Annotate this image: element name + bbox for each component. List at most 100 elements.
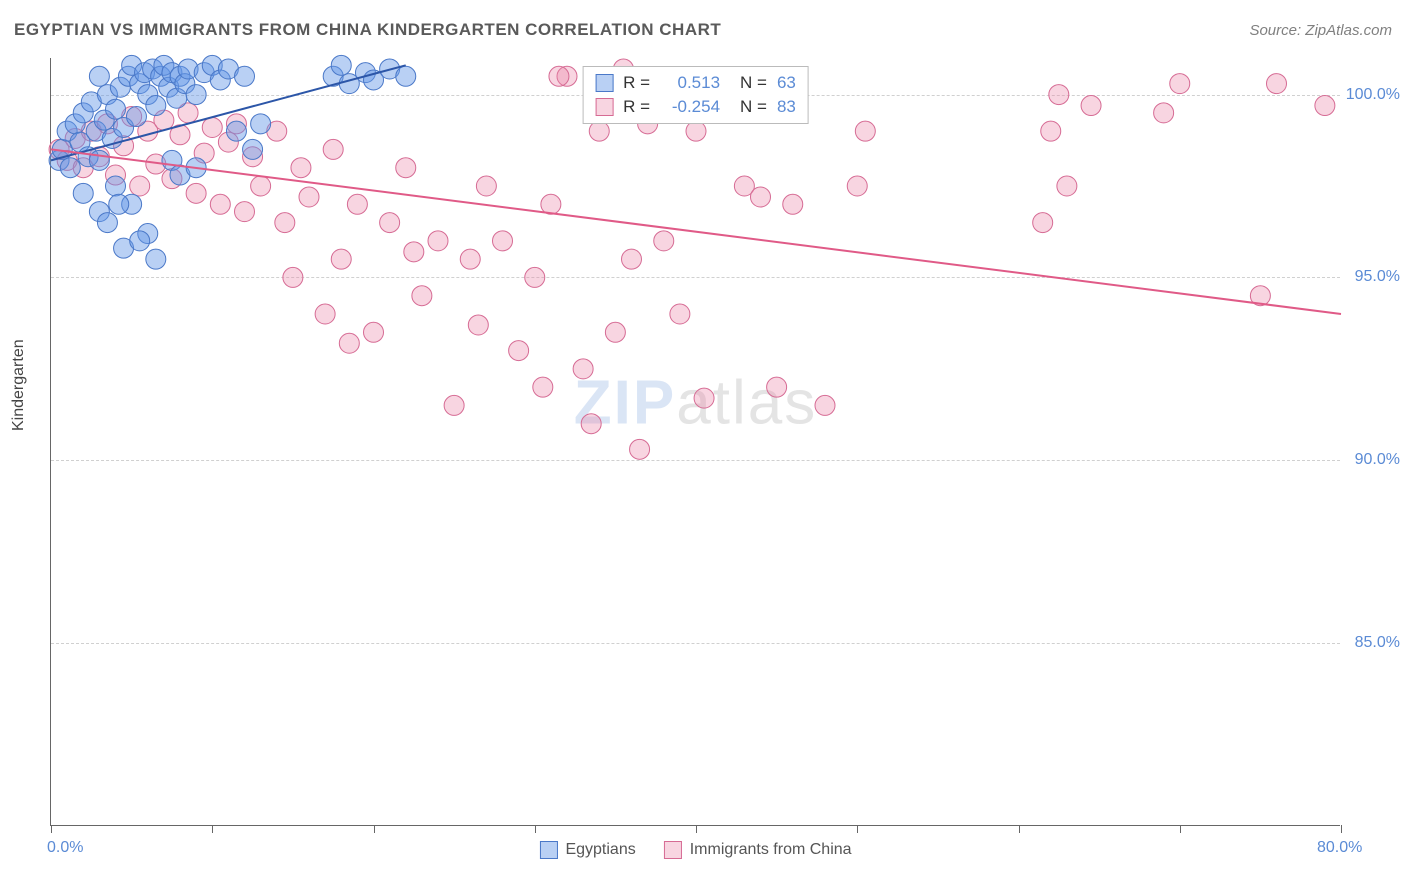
data-point xyxy=(291,158,311,178)
data-point xyxy=(60,158,80,178)
data-point xyxy=(1081,96,1101,116)
series-swatch xyxy=(595,74,613,92)
data-point xyxy=(767,377,787,397)
data-point xyxy=(235,202,255,222)
stats-row: R = 0.513 N = 63 xyxy=(595,71,796,95)
r-label: R = xyxy=(623,73,650,93)
data-point xyxy=(126,107,146,127)
data-point xyxy=(1170,74,1190,94)
data-point xyxy=(396,158,416,178)
data-point xyxy=(331,249,351,269)
data-point xyxy=(339,333,359,353)
data-point xyxy=(541,194,561,214)
r-label: R = xyxy=(623,97,650,117)
data-point xyxy=(146,249,166,269)
x-tick xyxy=(1341,825,1342,833)
legend-swatch xyxy=(664,841,682,859)
data-point xyxy=(186,183,206,203)
data-point xyxy=(89,66,109,86)
correlation-stats-box: R =0.513N =63R =-0.254N =83 xyxy=(582,66,809,124)
n-label: N = xyxy=(740,97,767,117)
legend-swatch xyxy=(539,841,557,859)
data-point xyxy=(460,249,480,269)
data-point xyxy=(444,395,464,415)
y-axis-label: 90.0% xyxy=(1355,451,1400,469)
x-tick xyxy=(857,825,858,833)
trend-line xyxy=(51,149,1341,314)
x-tick xyxy=(212,825,213,833)
x-tick xyxy=(374,825,375,833)
data-point xyxy=(815,395,835,415)
n-value: 63 xyxy=(777,73,796,93)
data-point xyxy=(109,194,129,214)
data-point xyxy=(1033,213,1053,233)
data-point xyxy=(694,388,714,408)
x-tick xyxy=(1180,825,1181,833)
data-point xyxy=(210,194,230,214)
legend-item: Immigrants from China xyxy=(664,841,852,859)
data-point xyxy=(347,194,367,214)
data-point xyxy=(589,121,609,141)
data-point xyxy=(468,315,488,335)
data-point xyxy=(428,231,448,251)
data-point xyxy=(525,267,545,287)
x-tick xyxy=(1019,825,1020,833)
series-swatch xyxy=(595,98,613,116)
scatter-plot xyxy=(51,58,1340,825)
chart-plot-area: Kindergarten 85.0%90.0%95.0%100.0% ZIPat… xyxy=(50,58,1340,826)
data-point xyxy=(605,322,625,342)
data-point xyxy=(751,187,771,207)
data-point xyxy=(783,194,803,214)
y-axis-label: 95.0% xyxy=(1355,268,1400,286)
data-point xyxy=(364,322,384,342)
x-axis-label: 80.0% xyxy=(1317,839,1362,857)
data-point xyxy=(509,341,529,361)
data-point xyxy=(581,414,601,434)
data-point xyxy=(630,439,650,459)
data-point xyxy=(1041,121,1061,141)
legend-label: Egyptians xyxy=(565,841,635,859)
r-value: 0.513 xyxy=(660,73,720,93)
data-point xyxy=(380,213,400,233)
data-point xyxy=(476,176,496,196)
data-point xyxy=(1154,103,1174,123)
y-axis-title: Kindergarten xyxy=(10,339,28,431)
data-point xyxy=(235,66,255,86)
data-point xyxy=(1057,176,1077,196)
chart-title: EGYPTIAN VS IMMIGRANTS FROM CHINA KINDER… xyxy=(14,20,721,40)
source-attribution: Source: ZipAtlas.com xyxy=(1249,22,1392,39)
data-point xyxy=(855,121,875,141)
data-point xyxy=(323,139,343,159)
stats-row: R =-0.254N =83 xyxy=(595,95,796,119)
data-point xyxy=(73,183,93,203)
x-tick xyxy=(696,825,697,833)
data-point xyxy=(97,213,117,233)
data-point xyxy=(89,150,109,170)
data-point xyxy=(106,176,126,196)
data-point xyxy=(1049,85,1069,105)
data-point xyxy=(275,213,295,233)
y-axis-label: 85.0% xyxy=(1355,634,1400,652)
data-point xyxy=(202,117,222,137)
data-point xyxy=(251,114,271,134)
data-point xyxy=(622,249,642,269)
data-point xyxy=(186,85,206,105)
data-point xyxy=(670,304,690,324)
n-label: N = xyxy=(740,73,767,93)
data-point xyxy=(573,359,593,379)
data-point xyxy=(299,187,319,207)
data-point xyxy=(130,231,150,251)
data-point xyxy=(404,242,424,262)
data-point xyxy=(331,55,351,75)
r-value: -0.254 xyxy=(660,97,720,117)
data-point xyxy=(1315,96,1335,116)
data-point xyxy=(243,139,263,159)
data-point xyxy=(315,304,335,324)
data-point xyxy=(1267,74,1287,94)
data-point xyxy=(847,176,867,196)
data-point xyxy=(654,231,674,251)
data-point xyxy=(549,66,569,86)
legend-label: Immigrants from China xyxy=(690,841,852,859)
data-point xyxy=(106,99,126,119)
x-axis-label: 0.0% xyxy=(47,839,83,857)
